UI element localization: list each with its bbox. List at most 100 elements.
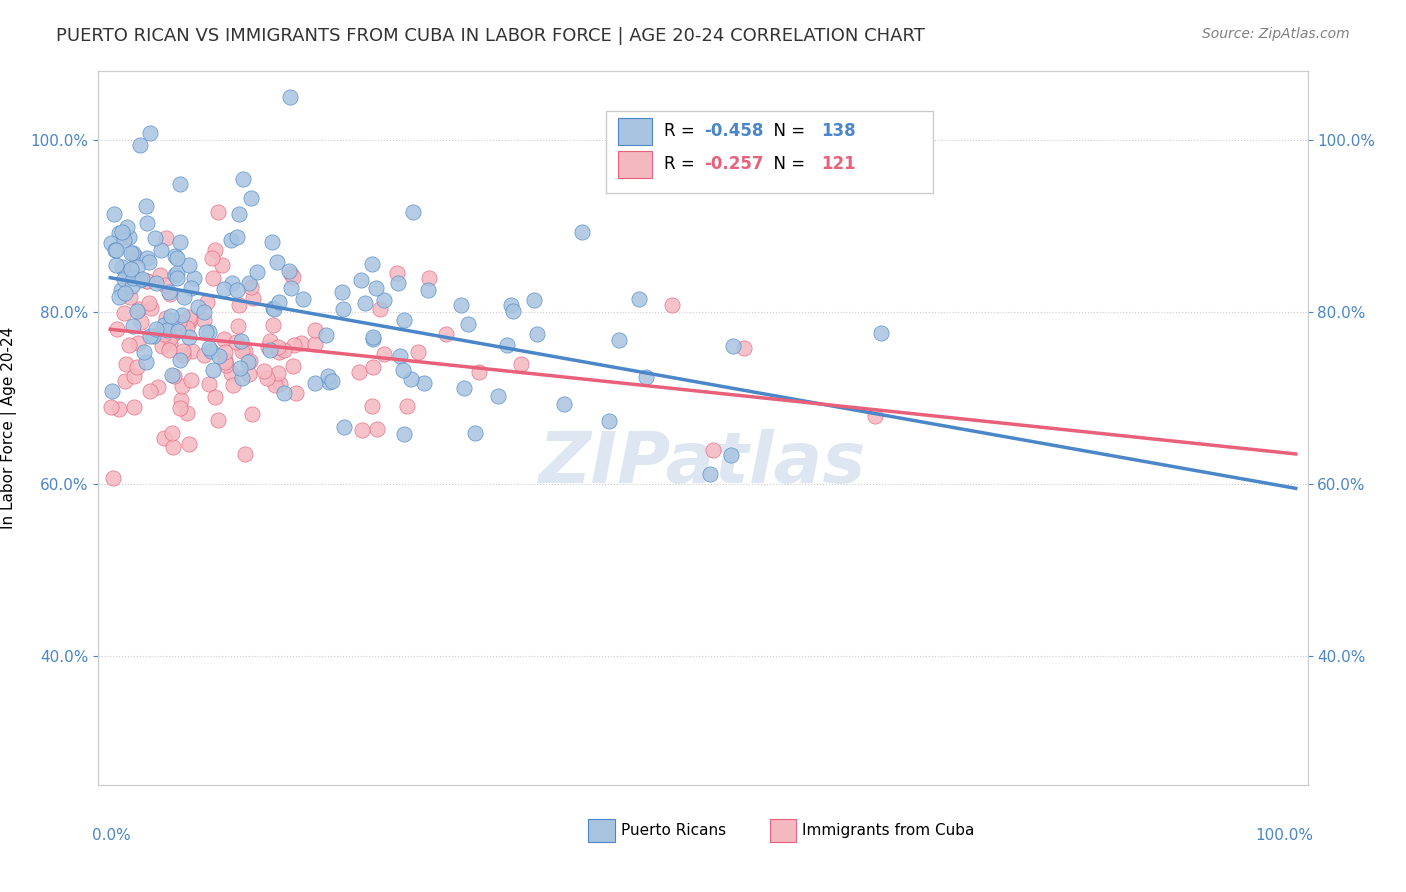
Point: [179, 311, 201, 326]
Point: [122, 271, 145, 285]
Point: [202, 363, 225, 377]
Point: [870, 326, 893, 341]
Text: 121: 121: [821, 155, 856, 173]
Point: [496, 337, 519, 351]
Point: [125, 303, 148, 318]
Point: [105, 321, 128, 335]
Point: [100, 384, 122, 398]
Point: [150, 323, 173, 337]
Point: [162, 327, 184, 342]
Point: [392, 427, 415, 442]
Text: 138: 138: [821, 121, 856, 139]
Point: [179, 310, 201, 324]
Point: [239, 354, 262, 368]
Point: [214, 355, 236, 369]
Point: [207, 349, 229, 363]
Point: [395, 399, 418, 413]
Point: [153, 323, 176, 337]
Point: [388, 349, 411, 363]
Point: [402, 204, 425, 219]
FancyBboxPatch shape: [606, 111, 932, 193]
Point: [526, 327, 548, 342]
FancyBboxPatch shape: [619, 152, 652, 178]
Point: [180, 281, 202, 295]
Point: [233, 447, 256, 461]
Point: [176, 321, 198, 335]
Point: [392, 362, 415, 376]
Point: [183, 271, 205, 285]
Point: [349, 366, 371, 380]
Point: [238, 367, 260, 381]
Point: [201, 252, 224, 266]
Point: [153, 327, 176, 342]
Point: [155, 231, 177, 245]
Point: [193, 313, 215, 327]
Point: [262, 235, 284, 249]
Point: [104, 243, 127, 257]
Point: [304, 376, 326, 391]
Point: [152, 318, 174, 333]
Point: [486, 389, 509, 403]
Text: -0.257: -0.257: [704, 155, 763, 173]
Y-axis label: In Labor Force | Age 20-24: In Labor Force | Age 20-24: [1, 327, 17, 529]
Point: [332, 285, 354, 299]
Point: [111, 230, 134, 244]
Point: [392, 312, 415, 326]
Point: [112, 272, 135, 286]
Point: [413, 376, 436, 391]
Text: Source: ZipAtlas.com: Source: ZipAtlas.com: [1202, 27, 1350, 41]
Point: [195, 325, 218, 339]
Point: [242, 291, 264, 305]
Point: [233, 343, 256, 358]
Point: [571, 225, 593, 239]
Point: [225, 334, 247, 349]
Point: [143, 231, 166, 245]
Point: [138, 126, 160, 140]
Point: [509, 357, 531, 371]
Point: [145, 277, 167, 291]
Point: [863, 409, 886, 424]
Point: [661, 298, 683, 312]
Point: [225, 229, 247, 244]
Point: [198, 341, 221, 355]
Point: [179, 258, 201, 272]
Point: [361, 400, 384, 414]
Point: [169, 177, 191, 191]
Point: [150, 339, 173, 353]
Point: [111, 225, 134, 239]
Point: [368, 302, 391, 317]
Point: [222, 377, 245, 392]
Point: [160, 309, 183, 323]
Point: [219, 366, 242, 380]
Point: [107, 290, 129, 304]
Point: [122, 400, 145, 414]
Point: [201, 271, 224, 285]
Point: [170, 392, 193, 407]
Point: [139, 329, 162, 343]
Point: [108, 402, 131, 417]
Point: [350, 423, 373, 437]
Point: [502, 304, 524, 318]
Point: [138, 296, 160, 310]
Point: [281, 359, 304, 373]
Point: [259, 343, 281, 357]
Point: [169, 315, 191, 329]
Point: [269, 377, 291, 392]
Point: [290, 336, 312, 351]
Point: [177, 330, 200, 344]
Point: [450, 297, 472, 311]
Text: Puerto Ricans: Puerto Ricans: [621, 823, 725, 838]
Point: [262, 301, 284, 315]
Point: [145, 322, 167, 336]
Point: [723, 339, 745, 353]
Point: [129, 138, 152, 153]
Point: [169, 235, 191, 249]
Point: [172, 348, 194, 362]
Point: [122, 245, 145, 260]
Point: [266, 254, 288, 268]
Point: [387, 276, 409, 290]
Point: [699, 467, 721, 481]
Point: [240, 407, 263, 421]
Point: [195, 295, 218, 310]
Point: [124, 249, 146, 263]
